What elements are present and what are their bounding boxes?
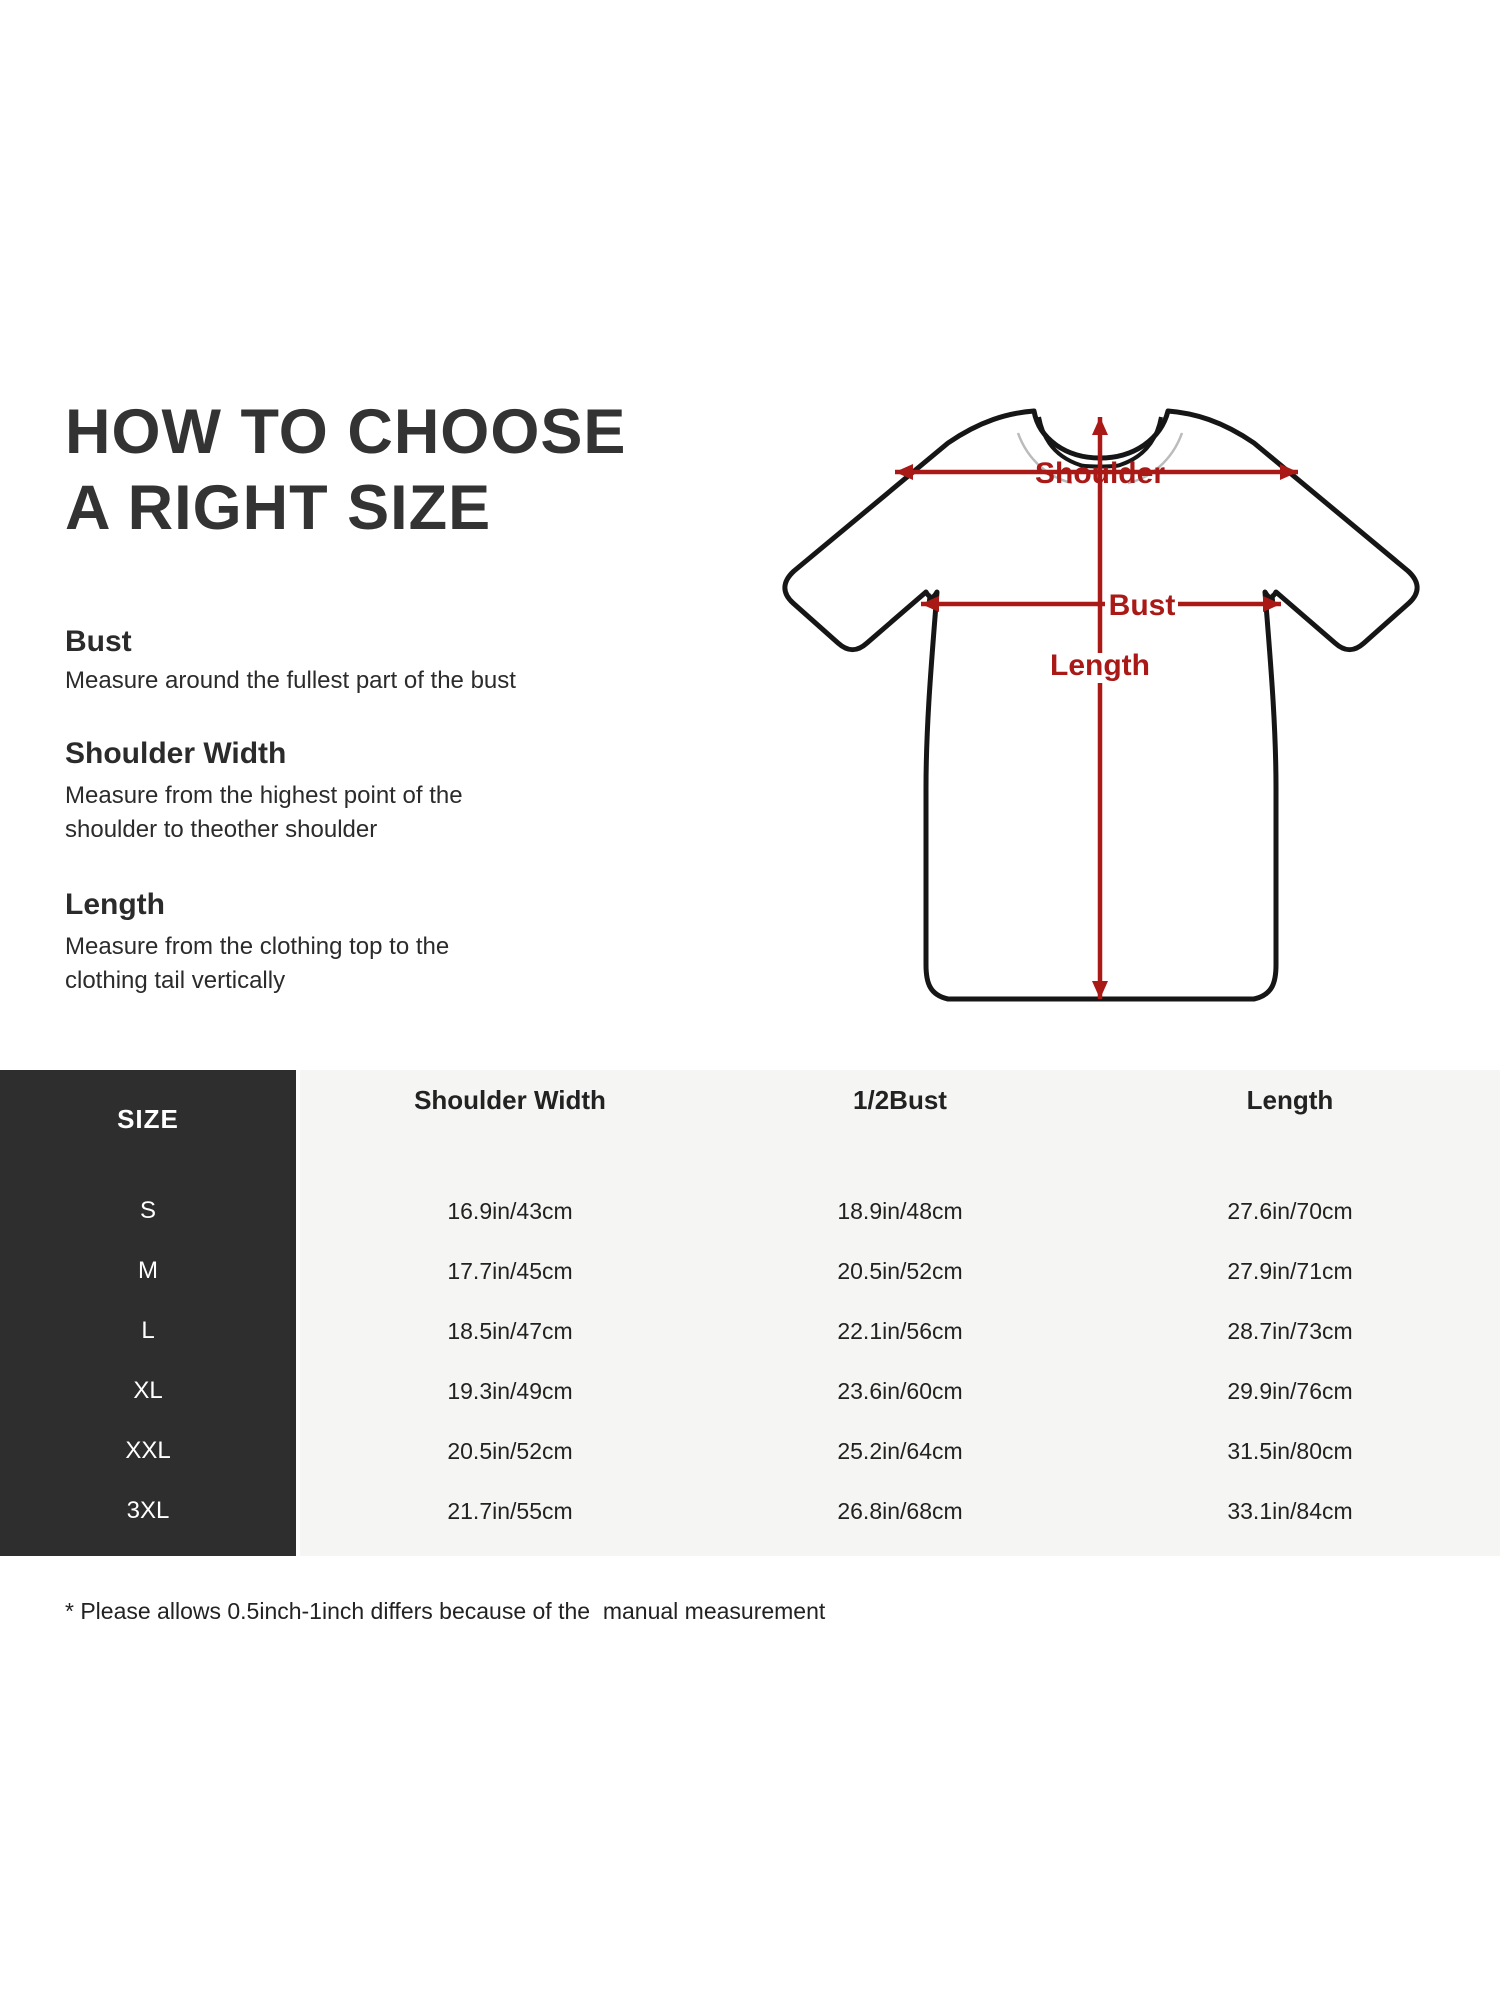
svg-text:Length: Length — [1050, 649, 1150, 682]
svg-text:Bust: Bust — [1109, 589, 1176, 622]
